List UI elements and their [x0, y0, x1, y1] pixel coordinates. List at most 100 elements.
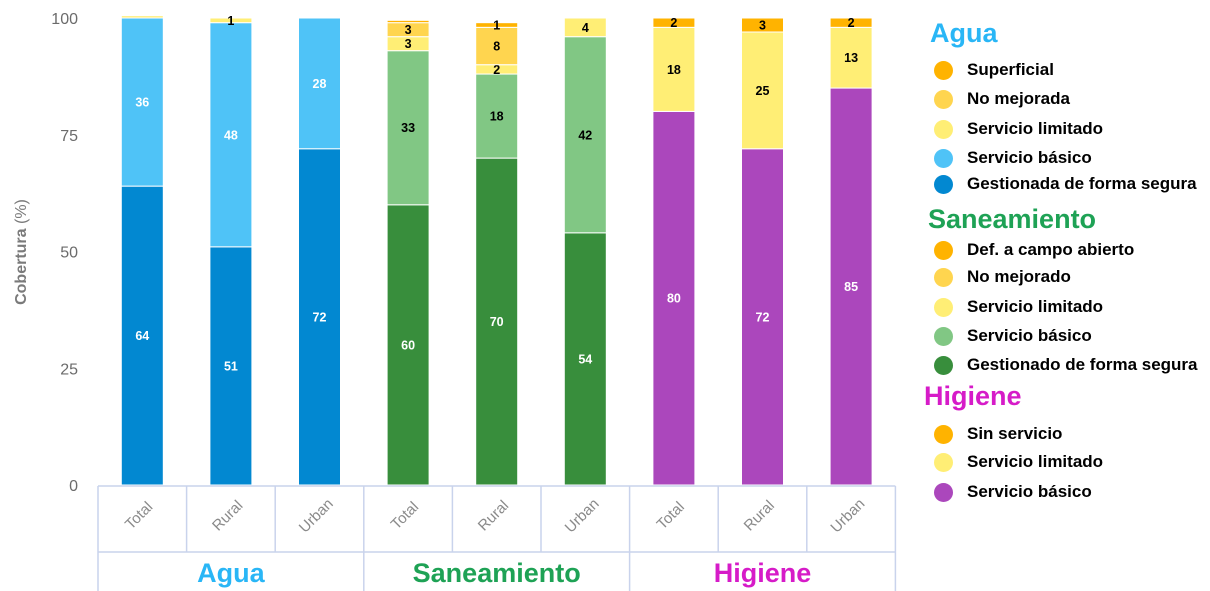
y-tick-label: 75	[60, 128, 78, 145]
y-axis-title-unit: (%)	[13, 199, 30, 228]
bar-segment	[741, 31, 784, 150]
legend-label: Def. a campo abierto	[967, 240, 1135, 259]
legend-item-gestionado-segura: Gestionado de forma segura	[934, 355, 1198, 375]
y-axis-title: Cobertura (%)	[13, 199, 30, 305]
y-axis-title-main: Cobertura	[13, 228, 30, 305]
data-label: 48	[224, 128, 238, 142]
data-label: 1	[493, 19, 500, 33]
legend-swatch	[934, 267, 953, 287]
bar-segment	[652, 110, 696, 486]
legend-item-no-mejorada: No mejorada	[934, 89, 1070, 109]
bar-segment	[120, 185, 164, 486]
legend-swatch	[934, 452, 953, 472]
legend-title-higiene: Higiene	[924, 381, 1022, 411]
data-label: 25	[756, 84, 770, 98]
bar-segment	[652, 26, 696, 112]
bar-segment	[298, 148, 341, 486]
legend-item-servicio-limitado: Servicio limitado	[934, 119, 1103, 139]
legend-item-san-servicio-basico: Servicio básico	[934, 326, 1092, 346]
data-label: 13	[844, 51, 858, 65]
legend-label: Servicio limitado	[967, 297, 1104, 316]
legend-label: No mejorado	[967, 267, 1071, 286]
bar-segment	[741, 148, 784, 486]
x-tick-label: Rural	[475, 497, 512, 534]
x-tick-label: Rural	[741, 497, 778, 534]
data-label: 3	[405, 23, 412, 37]
y-tick-label: 100	[51, 11, 78, 28]
legend-item-gestionada-segura: Gestionada de forma segura	[934, 174, 1197, 194]
bar-segment	[386, 50, 430, 206]
x-tick-label: Rural	[209, 497, 246, 534]
data-label: 51	[224, 359, 238, 373]
legend-swatch	[934, 297, 953, 317]
legend-swatch	[934, 148, 953, 168]
legend-swatch	[934, 89, 953, 109]
legend-title-agua: Agua	[930, 18, 998, 48]
legend-swatch	[934, 174, 953, 194]
bar-segment	[475, 73, 519, 159]
data-label: 2	[848, 16, 855, 30]
data-label: 72	[756, 310, 770, 324]
data-label: 80	[667, 292, 681, 306]
bar-segment	[563, 17, 607, 38]
bar-segment	[652, 17, 696, 28]
bar-segment	[386, 19, 430, 24]
group-label: Saneamiento	[413, 558, 581, 588]
bar-segment	[120, 15, 164, 19]
legend-swatch	[934, 119, 953, 139]
legend-item-hyg-servicio-basico: Servicio básico	[934, 482, 1092, 502]
data-label: 60	[401, 338, 415, 352]
y-tick-label: 50	[60, 245, 78, 262]
legend: Agua Superficial No mejorada Servicio li…	[918, 0, 1210, 591]
bar-segment	[741, 17, 784, 33]
y-tick-label: 25	[60, 361, 78, 378]
data-label: 33	[401, 121, 415, 135]
x-tick-label: Urban	[296, 495, 337, 536]
legend-title-saneamiento: Saneamiento	[928, 204, 1097, 234]
y-tick-label: 0	[69, 478, 78, 495]
legend-label: Servicio limitado	[967, 452, 1104, 471]
legend-swatch	[934, 482, 953, 502]
legend-swatch	[934, 60, 953, 80]
legend-item-no-mejorado: No mejorado	[934, 267, 1071, 287]
legend-label: Servicio básico	[967, 326, 1092, 345]
data-label: 54	[578, 352, 592, 366]
x-tick-label: Total	[122, 499, 156, 533]
x-tick-label: Urban	[562, 495, 603, 536]
group-label: Agua	[197, 558, 265, 588]
legend-swatch	[934, 424, 953, 444]
bar-segment	[475, 157, 519, 486]
legend-label: Sin servicio	[967, 424, 1063, 443]
bar-segment	[563, 36, 607, 234]
data-label: 3	[759, 19, 766, 33]
bar-segment	[475, 22, 519, 28]
x-tick-label: Urban	[827, 495, 868, 536]
legend-label: No mejorada	[967, 89, 1070, 108]
data-label: 1	[227, 14, 234, 28]
data-label: 42	[578, 128, 592, 142]
bar-segment	[209, 22, 253, 248]
data-label: 85	[844, 280, 858, 294]
data-label: 72	[313, 310, 327, 324]
legend-item-sin-servicio: Sin servicio	[934, 424, 1062, 444]
data-label: 4	[582, 21, 589, 35]
legend-label: Servicio básico	[967, 482, 1092, 501]
data-label: 18	[490, 110, 504, 124]
data-label: 36	[135, 96, 149, 110]
data-label: 8	[493, 40, 500, 54]
data-label: 70	[490, 315, 504, 329]
data-label: 28	[313, 77, 327, 91]
bar-segment	[829, 87, 873, 486]
data-label: 2	[670, 16, 677, 30]
data-label: 2	[493, 63, 500, 77]
legend-label: Gestionado de forma segura	[967, 355, 1198, 374]
group-label: Higiene	[714, 558, 812, 588]
data-label: 18	[667, 63, 681, 77]
legend-item-servicio-basico: Servicio básico	[934, 148, 1092, 168]
x-tick-label: Total	[388, 499, 422, 533]
legend-item-san-servicio-limitado: Servicio limitado	[934, 297, 1103, 317]
legend-label: Servicio limitado	[967, 119, 1104, 138]
bar-segment	[298, 17, 341, 150]
legend-swatch	[934, 326, 953, 346]
